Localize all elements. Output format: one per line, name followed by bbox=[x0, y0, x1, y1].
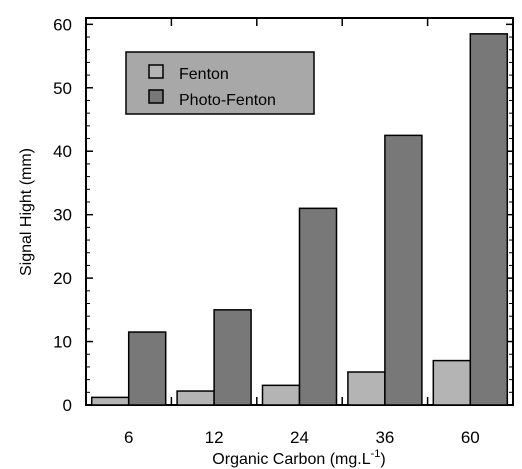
x-tick-label: 36 bbox=[375, 428, 394, 447]
y-tick-label: 40 bbox=[53, 142, 72, 161]
legend-swatch-fenton bbox=[148, 64, 164, 79]
y-tick-label: 20 bbox=[53, 269, 72, 288]
bar-photo-fenton-6 bbox=[127, 331, 167, 406]
x-tick-label: 6 bbox=[124, 428, 133, 447]
y-axis-title: Signal Hight (mm) bbox=[18, 148, 35, 276]
bar-fenton-12 bbox=[176, 390, 215, 406]
y-tick-label: 10 bbox=[53, 333, 72, 352]
bar-fenton-36 bbox=[347, 371, 386, 406]
x-tick-label: 24 bbox=[290, 428, 309, 447]
y-tick-label: 30 bbox=[53, 206, 72, 225]
x-axis-title: Organic Carbon (mg.L-1) bbox=[212, 448, 385, 468]
legend-label-photo-fenton: Photo-Fenton bbox=[179, 92, 276, 109]
y-axis: 0 10 20 30 40 50 60 bbox=[53, 15, 513, 415]
bar-photo-fenton-12 bbox=[213, 309, 252, 406]
bar-fenton-6 bbox=[90, 396, 130, 406]
legend: Fenton Photo-Fenton bbox=[125, 51, 315, 115]
y-tick-label: 0 bbox=[63, 396, 72, 415]
bar-fenton-60 bbox=[432, 359, 472, 406]
legend-swatch-photo-fenton bbox=[148, 89, 164, 104]
bar-photo-fenton-36 bbox=[384, 134, 423, 406]
bar-photo-fenton-60 bbox=[469, 33, 509, 406]
bars bbox=[90, 33, 509, 406]
x-axis: 6 12 24 36 60 bbox=[124, 18, 480, 447]
legend-label-fenton: Fenton bbox=[179, 66, 229, 83]
bar-fenton-24 bbox=[261, 384, 301, 406]
x-tick-label: 12 bbox=[205, 428, 224, 447]
x-tick-label: 60 bbox=[461, 428, 480, 447]
bar-photo-fenton-24 bbox=[298, 207, 338, 406]
y-tick-label: 50 bbox=[53, 79, 72, 98]
y-tick-label: 60 bbox=[53, 15, 72, 34]
